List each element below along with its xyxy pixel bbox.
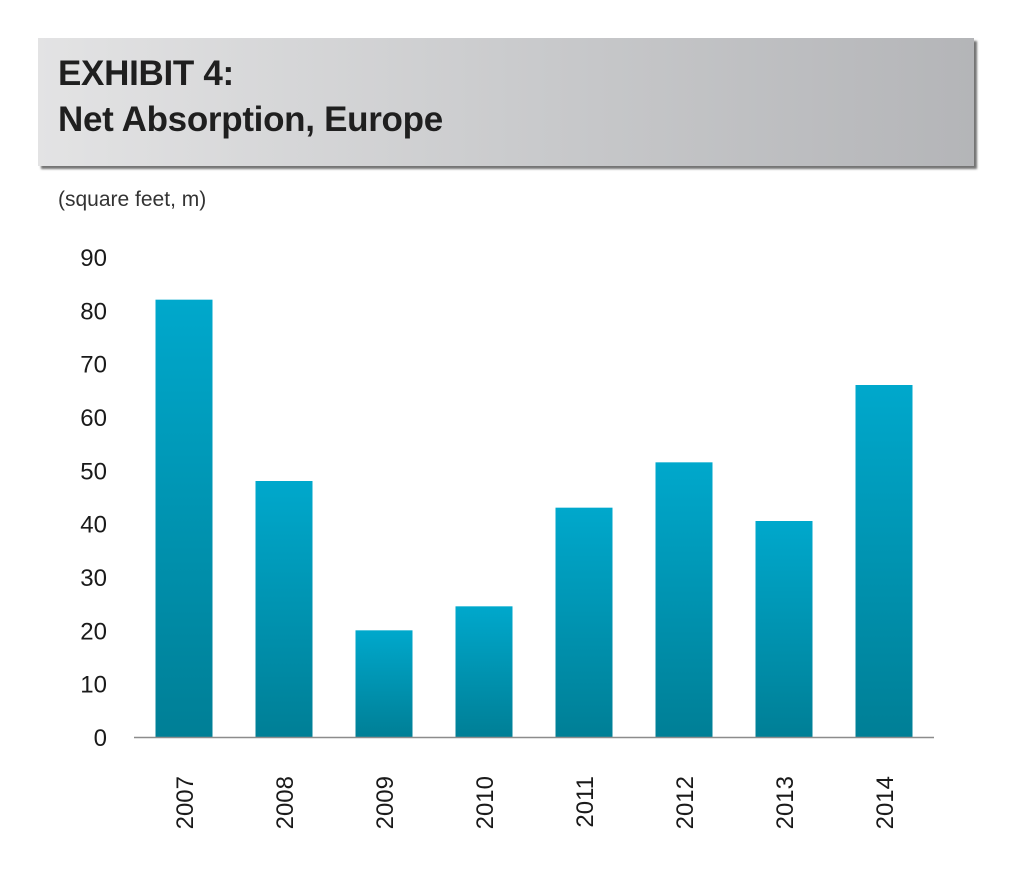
y-tick-label: 90 [80,245,107,272]
x-tick-label: 2007 [172,776,199,829]
y-tick-label: 10 [80,672,107,699]
y-axis: 0 10 20 30 40 50 60 70 80 90 [80,245,107,752]
exhibit-header: EXHIBIT 4: Net Absorption, Europe [38,38,974,166]
y-tick-label: 20 [80,618,107,645]
y-tick-label: 70 [80,352,107,379]
bar-2009 [355,630,413,737]
exhibit-number: EXHIBIT 4: [58,54,234,93]
y-tick-label: 80 [80,298,107,325]
x-tick-label: 2011 [572,776,599,828]
y-axis-unit-label: (square feet, m) [58,188,207,211]
bar-2008 [255,481,313,737]
bar-2013 [755,521,813,737]
x-tick-label: 2009 [372,776,399,829]
bar-series [155,299,913,737]
x-tick-label: 2010 [472,776,499,829]
bar-2014 [855,385,913,737]
bar-2011 [555,507,613,737]
bar-2010 [455,606,513,737]
x-tick-label: 2014 [872,776,899,829]
chart-title: Net Absorption, Europe [58,100,443,139]
y-tick-label: 0 [94,725,107,752]
x-tick-label: 2008 [272,776,299,829]
y-tick-label: 30 [80,565,107,592]
bar-2007 [155,299,213,737]
x-axis: 2007 2008 2009 2010 2011 2012 2013 2014 [172,776,899,829]
y-tick-label: 60 [80,405,107,432]
x-tick-label: 2012 [672,776,699,829]
y-tick-label: 50 [80,458,107,485]
x-tick-label: 2013 [772,776,799,829]
bar-2012 [655,462,713,737]
y-tick-label: 40 [80,512,107,539]
